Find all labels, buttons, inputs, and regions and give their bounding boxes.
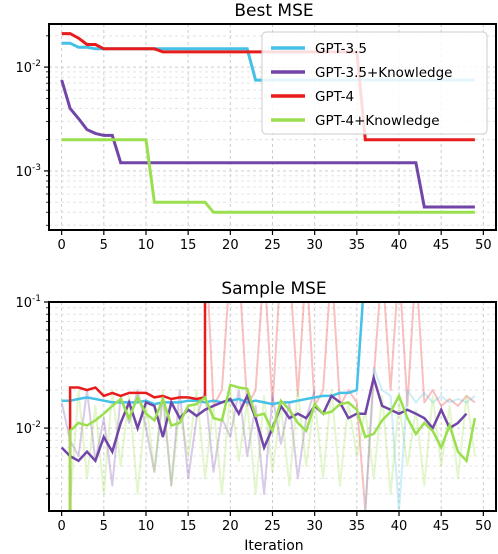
x-tick-label: 45 bbox=[433, 238, 450, 253]
y-tick-label: 10-1 bbox=[15, 294, 41, 311]
x-tick-label: 25 bbox=[264, 238, 281, 253]
x-tick-label: 25 bbox=[264, 519, 281, 534]
x-tick-label: 40 bbox=[391, 519, 408, 534]
series-line-gpt-4-knowledge bbox=[61, 138, 475, 214]
x-tick-label: 0 bbox=[58, 238, 66, 253]
background-trace bbox=[60, 389, 316, 495]
best-mse-panel: Best MSE 0 5 10 15 20 25 30 35 40 45 50 10-3 10-2 GP… bbox=[15, 1, 497, 253]
series-line-gpt-35 bbox=[61, 302, 364, 406]
sample-mse-panel: Sample MSE 0 5 10 15 20 25 30 35 40 45 5010-210-1 … bbox=[15, 279, 497, 554]
y-tick-label: 10-3 bbox=[15, 163, 41, 180]
x-tick-label: 5 bbox=[100, 519, 108, 534]
x-tick-label: 5 bbox=[100, 238, 108, 253]
y-tick-label: 10-2 bbox=[15, 420, 41, 437]
x-tick-label: 35 bbox=[349, 238, 366, 253]
x-tick-label: 50 bbox=[475, 519, 492, 534]
x-tick-label: 45 bbox=[433, 519, 450, 534]
background-trace bbox=[364, 366, 476, 511]
x-tick-label: 35 bbox=[349, 519, 366, 534]
best-mse-ticks: 0 5 10 15 20 25 30 35 40 45 50 10-3 10-2 bbox=[15, 35, 492, 253]
series-line-gpt-4-knowledge bbox=[68, 383, 477, 511]
best-mse-title: Best MSE bbox=[234, 1, 313, 21]
x-tick-label: 10 bbox=[138, 238, 155, 253]
x-tick-label: 15 bbox=[180, 519, 197, 534]
x-tick-label: 50 bbox=[475, 238, 492, 253]
legend-label-gpt35-knowledge: GPT-3.5+Knowledge bbox=[315, 65, 452, 81]
legend-label-gpt35: GPT-3.5 bbox=[315, 41, 367, 57]
series-line-gpt-4 bbox=[68, 302, 207, 511]
sample-mse-grid bbox=[49, 301, 496, 511]
series-line-gpt-35-knowledge bbox=[60, 79, 475, 209]
x-axis-label: Iteration bbox=[244, 538, 303, 554]
series-line-gpt-35-knowledge bbox=[60, 373, 468, 464]
legend-box bbox=[261, 31, 488, 135]
x-tick-label: 40 bbox=[391, 238, 408, 253]
sample-mse-series bbox=[60, 302, 477, 511]
x-tick-label: 15 bbox=[180, 238, 197, 253]
x-tick-label: 30 bbox=[306, 519, 323, 534]
y-tick-label: 10-2 bbox=[15, 59, 41, 76]
best-mse-frame bbox=[48, 23, 497, 231]
x-tick-label: 30 bbox=[306, 238, 323, 253]
legend-label-gpt4-knowledge: GPT-4+Knowledge bbox=[315, 113, 440, 129]
x-tick-label: 0 bbox=[58, 519, 66, 534]
x-tick-label: 10 bbox=[138, 519, 155, 534]
legend-label-gpt4: GPT-4 bbox=[315, 89, 354, 105]
sample-mse-title: Sample MSE bbox=[221, 279, 326, 299]
x-tick-label: 20 bbox=[222, 238, 239, 253]
sample-mse-frame bbox=[48, 301, 497, 512]
background-trace bbox=[69, 389, 476, 505]
x-tick-label: 20 bbox=[222, 519, 239, 534]
legend: GPT-3.5 GPT-3.5+Knowledge GPT-4 GPT-4+Kn… bbox=[261, 31, 488, 135]
